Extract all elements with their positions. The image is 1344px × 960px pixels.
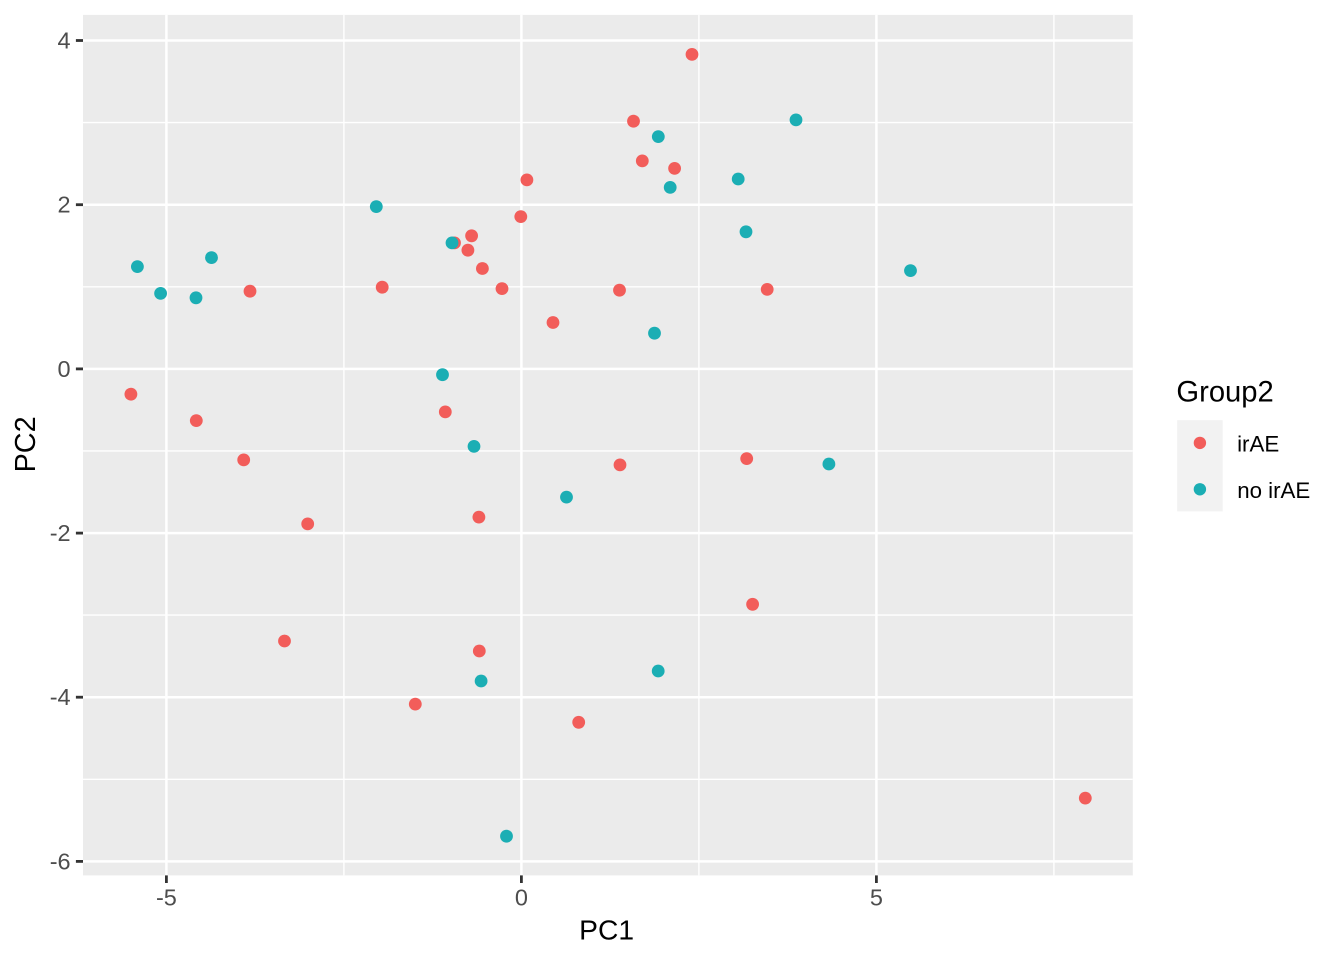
svg-text:-5: -5 xyxy=(156,885,177,911)
svg-text:-2: -2 xyxy=(50,520,71,546)
svg-text:4: 4 xyxy=(58,28,71,54)
svg-text:0: 0 xyxy=(515,885,528,911)
svg-text:irAE: irAE xyxy=(1237,431,1279,456)
svg-text:-4: -4 xyxy=(50,684,71,710)
svg-text:PC2: PC2 xyxy=(10,416,42,472)
svg-text:0: 0 xyxy=(58,356,71,382)
svg-text:PC1: PC1 xyxy=(579,913,634,945)
svg-text:2: 2 xyxy=(58,192,71,218)
svg-text:no irAE: no irAE xyxy=(1237,478,1310,503)
svg-text:Group2: Group2 xyxy=(1176,377,1273,409)
svg-text:-6: -6 xyxy=(50,848,71,874)
svg-text:5: 5 xyxy=(870,885,883,911)
